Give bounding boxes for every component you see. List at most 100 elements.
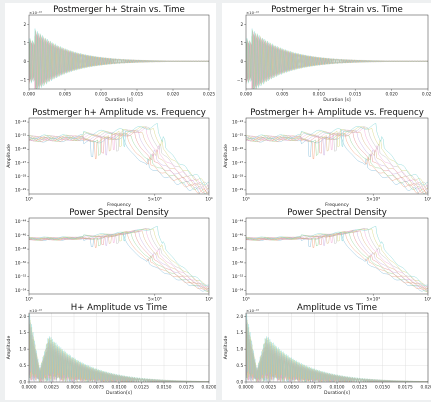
x-tick-label: 5×10³ bbox=[366, 297, 380, 303]
y-tick-label: 1.0 bbox=[19, 347, 26, 353]
plot-frame bbox=[28, 217, 210, 295]
y-tick-label: 1 bbox=[240, 40, 243, 46]
y-tick-label: 2.0 bbox=[19, 314, 26, 320]
x-tick-label: 10⁴ bbox=[205, 297, 212, 303]
y-exponent-label: ×10⁻²² bbox=[29, 10, 43, 15]
y-tick-label: 1.5 bbox=[19, 330, 26, 336]
strain-series-line bbox=[246, 30, 428, 89]
y-tick-label: 10⁻²⁴ bbox=[15, 120, 26, 126]
x-tick-label: 5×10³ bbox=[148, 297, 162, 303]
y-exponent-label: ×10⁻²² bbox=[246, 10, 260, 15]
x-tick-label: 0.0050 bbox=[66, 385, 81, 391]
spectrum-series-line bbox=[29, 230, 209, 290]
x-tick-label: 0.000 bbox=[240, 92, 253, 98]
spectrum-series-line bbox=[246, 227, 428, 288]
x-tick-label: 0.0050 bbox=[284, 385, 299, 391]
strain-left-chart: Postmerger h+ Strain vs. Time 0.000 0.005 0… bbox=[20, 5, 216, 103]
plot-frame bbox=[28, 14, 210, 90]
y-axis-label: Amplitude bbox=[6, 336, 12, 360]
ampt-right-chart: Amplitude vs Time 0.0000 0.0025 0.0050 0.007… bbox=[223, 303, 431, 396]
amp-freq-right-chart: Postmerger h+ Amplitude vs. Frequency 10³… bbox=[223, 108, 431, 208]
y-axis-label: Amplitude bbox=[223, 144, 229, 168]
x-tick-label: 0.005 bbox=[59, 92, 72, 98]
x-tick-label: 0.0150 bbox=[156, 385, 171, 391]
x-tick-label: 0.000 bbox=[23, 92, 36, 98]
spectrum-series-line bbox=[246, 126, 428, 190]
x-tick-label: 0.005 bbox=[276, 92, 289, 98]
y-tick-label: 10⁻⁵⁰ bbox=[232, 260, 243, 266]
spectrum-series-line bbox=[246, 232, 428, 292]
x-tick-label: 10³ bbox=[25, 297, 32, 303]
x-axis-label: Duration[s] bbox=[324, 390, 350, 396]
spectrum-series-line bbox=[29, 123, 209, 186]
strain-series-line bbox=[29, 28, 209, 89]
y-tick-label: 10⁻²⁸ bbox=[15, 174, 26, 180]
chart-title: Power Spectral Density bbox=[287, 208, 387, 218]
y-tick-label: −1 bbox=[237, 77, 244, 83]
y-tick-label: 0 bbox=[23, 59, 26, 65]
y-tick-label: 10⁻²⁶ bbox=[232, 147, 243, 153]
y-tick-label: 0.5 bbox=[236, 363, 243, 369]
x-axis-label: Frequency bbox=[325, 202, 349, 208]
x-axis-label: Frequency bbox=[107, 202, 131, 208]
y-tick-label: 1 bbox=[23, 40, 26, 46]
x-axis-label: Duration [s] bbox=[323, 97, 351, 103]
x-tick-label: 0.015 bbox=[349, 92, 362, 98]
y-exponent-label: ×10⁻²² bbox=[29, 308, 43, 313]
chart-title: H+ Amplitude vs Time bbox=[71, 303, 168, 313]
y-tick-label: 10⁻²⁹ bbox=[15, 187, 26, 193]
x-tick-label: 0.0100 bbox=[329, 385, 344, 391]
y-tick-label: 10⁻²⁷ bbox=[15, 160, 26, 166]
y-tick-label: 10⁻⁵² bbox=[232, 274, 243, 280]
y-tick-label: 0 bbox=[240, 59, 243, 65]
chart-title: Postmerger h+ Strain vs. Time bbox=[53, 5, 185, 15]
strain-series-line bbox=[29, 30, 209, 89]
x-tick-label: 0.0000 bbox=[238, 385, 253, 391]
amplitude-series-line bbox=[29, 313, 209, 382]
spectrum-series-line bbox=[246, 123, 428, 186]
y-tick-label: 10⁻⁵⁴ bbox=[15, 288, 26, 294]
x-tick-label: 0.015 bbox=[131, 92, 144, 98]
chart-title: Postmerger h+ Amplitude vs. Frequency bbox=[32, 108, 206, 118]
x-tick-label: 0.0025 bbox=[261, 385, 276, 391]
x-tick-label: 0.010 bbox=[95, 92, 108, 98]
chart-title: Amplitude vs Time bbox=[297, 303, 377, 313]
y-tick-label: 10⁻²⁶ bbox=[15, 147, 26, 153]
spectrum-series-line bbox=[29, 135, 209, 194]
x-axis-label: Duration[s] bbox=[106, 390, 132, 396]
plot-frame bbox=[245, 14, 429, 90]
y-tick-label: 10⁻⁵⁴ bbox=[232, 288, 243, 294]
y-axis-label: Amplitude bbox=[223, 336, 229, 360]
x-tick-label: 0.010 bbox=[313, 92, 326, 98]
plot-frame bbox=[245, 117, 429, 195]
x-tick-label: 0.0100 bbox=[111, 385, 126, 391]
y-tick-label: 10⁻⁴⁶ bbox=[232, 233, 243, 239]
x-tick-label: 10³ bbox=[25, 197, 32, 203]
x-tick-label: 0.0025 bbox=[44, 385, 59, 391]
ampt-left-chart: H+ Amplitude vs Time 0.0000 0.0025 0.0050 0.… bbox=[6, 303, 216, 396]
spectrum-series-line bbox=[29, 227, 209, 288]
amp-freq-left-chart: Postmerger h+ Amplitude vs. Frequency 10³… bbox=[6, 108, 213, 208]
x-tick-label: 0.0075 bbox=[89, 385, 104, 391]
y-tick-label: 10⁻⁴⁴ bbox=[15, 219, 26, 225]
y-tick-label: 2 bbox=[240, 22, 243, 28]
y-tick-label: 10⁻²⁵ bbox=[15, 133, 26, 139]
x-tick-label: 5×10³ bbox=[148, 197, 162, 203]
x-tick-label: 0.0175 bbox=[179, 385, 194, 391]
y-tick-label: 10⁻²⁹ bbox=[232, 187, 243, 193]
y-tick-label: 10⁻⁴⁸ bbox=[232, 247, 243, 253]
x-tick-label: 0.0200 bbox=[420, 385, 431, 391]
x-tick-label: 0.025 bbox=[422, 92, 431, 98]
x-axis-label: Duration [s] bbox=[105, 97, 133, 103]
y-tick-label: 10⁻⁵² bbox=[15, 274, 26, 280]
spectrum-series-line bbox=[29, 226, 209, 286]
spectrum-series-line bbox=[29, 232, 209, 292]
y-tick-label: 0.5 bbox=[19, 363, 26, 369]
spectrum-series-line bbox=[246, 230, 428, 290]
y-exponent-label: ×10⁻²² bbox=[246, 308, 260, 313]
x-tick-label: 10⁴ bbox=[424, 297, 431, 303]
y-tick-label: 10⁻⁴⁸ bbox=[15, 247, 26, 253]
x-tick-label: 0.0000 bbox=[21, 385, 36, 391]
y-axis-label: Amplitude bbox=[6, 144, 12, 168]
spectrum-series-line bbox=[29, 232, 209, 292]
